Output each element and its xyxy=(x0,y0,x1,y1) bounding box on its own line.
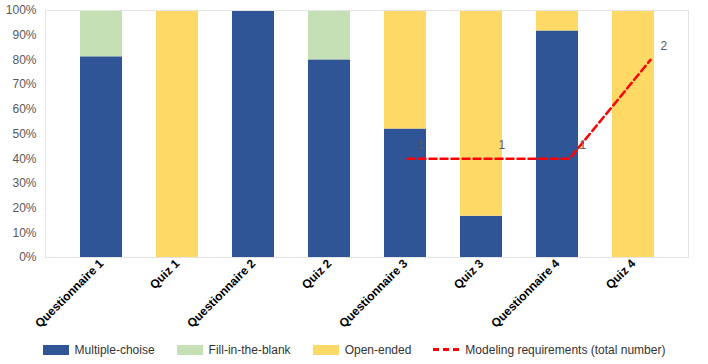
svg-text:Quiz 1: Quiz 1 xyxy=(147,256,183,292)
svg-text:70%: 70% xyxy=(12,77,36,91)
html-text:Modeling requirements (total n: Modeling requirements (total number) xyxy=(465,342,666,357)
svg-text:1: 1 xyxy=(499,138,506,152)
svg-text:Questionnaire 2: Questionnaire 2 xyxy=(184,256,258,330)
svg-text:1: 1 xyxy=(418,138,425,152)
svg-text:Quiz 2: Quiz 2 xyxy=(299,256,335,292)
svg-text:30%: 30% xyxy=(12,176,36,190)
svg-text:0%: 0% xyxy=(19,250,37,264)
svg-text:60%: 60% xyxy=(12,102,36,116)
svg-text:80%: 80% xyxy=(12,53,36,67)
svg-text:Quiz 3: Quiz 3 xyxy=(451,256,487,292)
svg-text:Questionnaire 3: Questionnaire 3 xyxy=(336,256,410,330)
svg-text:1: 1 xyxy=(580,138,587,152)
html-text:Open-ended: Open-ended xyxy=(344,342,412,357)
svg-text:50%: 50% xyxy=(12,127,36,141)
svg-text:Questionnaire 1: Questionnaire 1 xyxy=(32,256,106,330)
html-text:Multiple-choise: Multiple-choise xyxy=(74,342,155,357)
svg-text:Quiz 4: Quiz 4 xyxy=(603,256,639,292)
svg-text:10%: 10% xyxy=(12,226,36,240)
svg-text:2: 2 xyxy=(661,39,668,53)
html-text:Fill-in-the-blank: Fill-in-the-blank xyxy=(208,342,291,357)
svg-text:100%: 100% xyxy=(6,3,37,17)
svg-text:Questionnaire 4: Questionnaire 4 xyxy=(488,256,562,330)
svg-text:90%: 90% xyxy=(12,28,36,42)
svg-text:40%: 40% xyxy=(12,152,36,166)
svg-text:20%: 20% xyxy=(12,201,36,215)
